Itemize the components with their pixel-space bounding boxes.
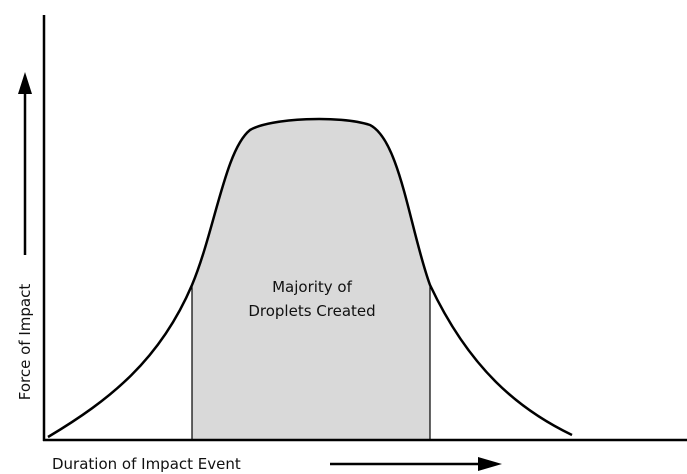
x-axis-label: Duration of Impact Event bbox=[52, 455, 241, 473]
y-axis-label: Force of Impact bbox=[16, 284, 34, 401]
curve bbox=[47, 117, 573, 439]
y-arrow-head bbox=[18, 72, 32, 94]
annotation-line: Majority of bbox=[272, 278, 353, 296]
annotation-line: Droplets Created bbox=[248, 302, 375, 320]
x-arrow-head bbox=[478, 457, 502, 471]
shaded-region bbox=[192, 118, 430, 440]
